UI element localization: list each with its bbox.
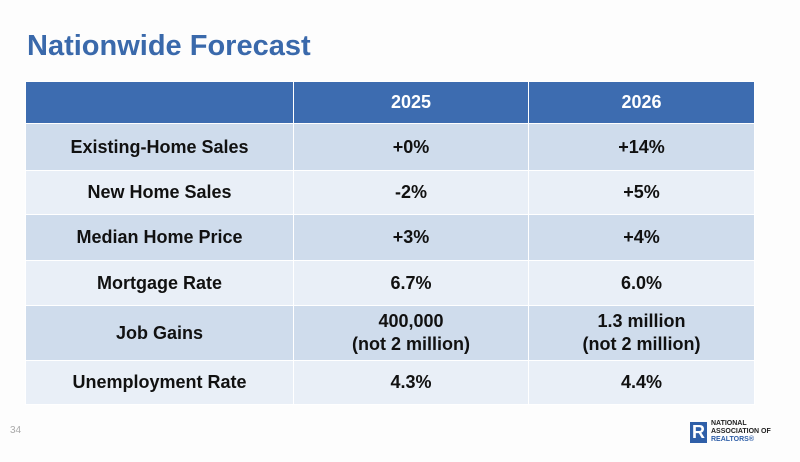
nar-logo: R NATIONAL ASSOCIATION OF REALTORS® xyxy=(690,420,771,444)
table-row: Unemployment Rate 4.3% 4.4% xyxy=(25,360,755,405)
value-2026: +4% xyxy=(528,214,755,261)
forecast-table: 2025 2026 Existing-Home Sales +0% +14% N… xyxy=(25,81,755,405)
value-2025: 6.7% xyxy=(293,260,529,306)
value-2026: +5% xyxy=(528,170,755,215)
row-label: Unemployment Rate xyxy=(25,360,294,405)
realtor-r-icon: R xyxy=(690,421,707,443)
page-title: Nationwide Forecast xyxy=(27,30,311,62)
value-main: 400,000 xyxy=(378,311,444,331)
value-2025: -2% xyxy=(293,170,529,215)
value-2026: 6.0% xyxy=(528,260,755,306)
logo-line-1: NATIONAL xyxy=(711,420,747,427)
row-label: Mortgage Rate xyxy=(25,260,294,306)
row-label: Job Gains xyxy=(25,305,294,361)
logo-line-2: ASSOCIATION OF xyxy=(711,428,771,435)
value-2026: +14% xyxy=(528,123,755,171)
logo-line-3: REALTORS® xyxy=(711,436,755,443)
page-number: 34 xyxy=(10,425,22,436)
value-2025: +3% xyxy=(293,214,529,261)
value-note: (not 2 million) xyxy=(352,334,470,354)
value-2025: 400,000 (not 2 million) xyxy=(293,305,529,361)
row-label: Existing-Home Sales xyxy=(25,123,294,171)
table-row: Median Home Price +3% +4% xyxy=(25,214,755,261)
header-row: 2025 2026 xyxy=(25,81,755,124)
value-2025: 4.3% xyxy=(293,360,529,405)
table-row: Job Gains 400,000 (not 2 million) 1.3 mil… xyxy=(25,305,755,361)
header-2026: 2026 xyxy=(528,81,755,124)
header-empty xyxy=(25,81,294,124)
logo-text: NATIONAL ASSOCIATION OF REALTORS® xyxy=(711,420,771,444)
table-row: New Home Sales -2% +5% xyxy=(25,170,755,215)
value-2026: 1.3 million (not 2 million) xyxy=(528,305,755,361)
table-row: Existing-Home Sales +0% +14% xyxy=(25,123,755,171)
value-2026: 4.4% xyxy=(528,360,755,405)
value-2025: +0% xyxy=(293,123,529,171)
row-label: Median Home Price xyxy=(25,214,294,261)
table-row: Mortgage Rate 6.7% 6.0% xyxy=(25,260,755,306)
row-label: New Home Sales xyxy=(25,170,294,215)
value-main: 1.3 million xyxy=(597,311,686,331)
header-2025: 2025 xyxy=(293,81,529,124)
value-note: (not 2 million) xyxy=(582,334,701,354)
